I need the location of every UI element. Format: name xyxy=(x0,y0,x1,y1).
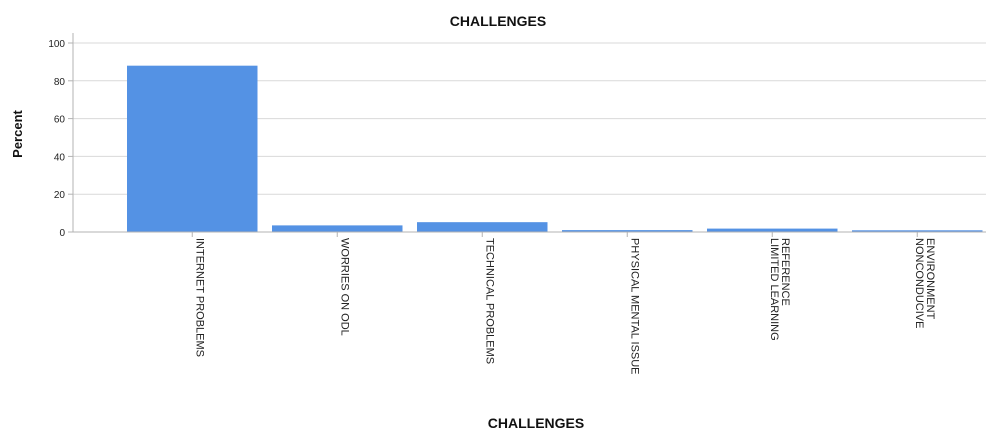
y-tick-label: 0 xyxy=(59,228,65,239)
y-tick-labels: 0 20 40 60 80 100 xyxy=(48,39,65,239)
bar xyxy=(562,230,693,232)
bars xyxy=(127,65,983,233)
x-tick-label: PHYSICAL MENTAL ISSUE xyxy=(628,238,640,375)
bar xyxy=(272,225,403,232)
bar xyxy=(127,65,258,233)
y-tick-label: 60 xyxy=(54,115,66,126)
x-axis-label: CHALLENGES xyxy=(488,415,584,431)
bar xyxy=(852,230,983,232)
y-tick-label: 20 xyxy=(54,190,66,201)
bar xyxy=(417,222,548,232)
x-tick-label: ENVIRONMENT xyxy=(924,238,936,320)
x-tick-label: LIMITED LEARNING xyxy=(768,238,780,341)
x-tick-label: INTERNET PROBLEMS xyxy=(193,238,205,357)
y-tick-label: 40 xyxy=(54,152,66,163)
x-tick-label: WORRIES ON ODL xyxy=(338,238,350,336)
axes xyxy=(68,33,986,237)
x-tick-label: NONCONDUCIVE xyxy=(913,238,925,328)
x-tick-label: TECHNICAL PROBLEMS xyxy=(483,238,495,364)
y-tick-label: 100 xyxy=(48,39,65,50)
chart-title: CHALLENGES xyxy=(450,13,546,29)
bar xyxy=(707,228,838,232)
y-axis-label: Percent xyxy=(10,109,25,157)
x-tick-labels: INTERNET PROBLEMS WORRIES ON ODL TECHNICAL… xyxy=(193,238,936,375)
x-tick-label: REFERENCE xyxy=(779,238,791,306)
y-tick-label: 80 xyxy=(54,77,66,88)
